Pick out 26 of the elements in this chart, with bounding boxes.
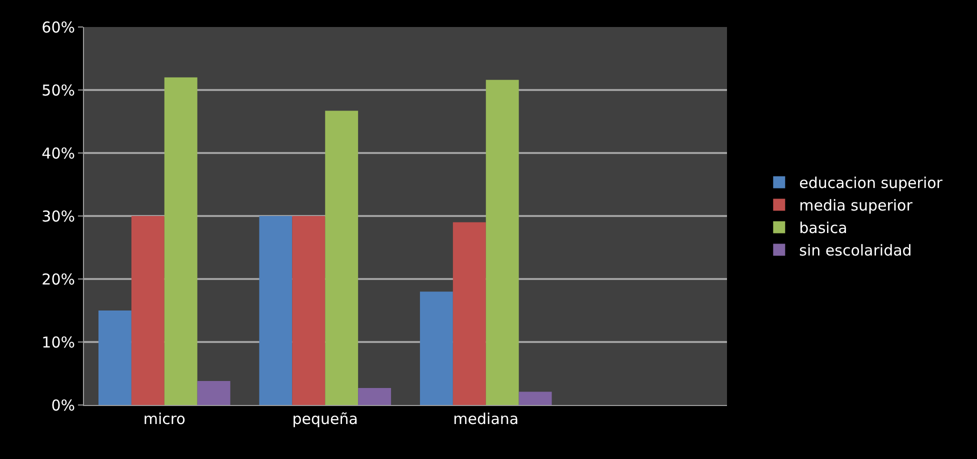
bar <box>452 222 486 405</box>
legend-label: media superior <box>799 196 914 215</box>
y-tick-label: 20% <box>42 270 75 288</box>
bar <box>98 310 132 405</box>
bar <box>420 292 453 405</box>
y-tick-label: 50% <box>42 81 75 100</box>
bar <box>486 80 519 405</box>
bar <box>259 216 292 405</box>
y-tick-label: 0% <box>51 396 75 414</box>
legend-label: sin escolaridad <box>799 242 912 260</box>
y-tick-label: 40% <box>42 144 75 162</box>
legend-label: basica <box>799 219 848 238</box>
bar <box>131 216 164 405</box>
y-tick-label: 60% <box>42 18 75 36</box>
bar <box>164 77 198 405</box>
bar <box>292 216 326 405</box>
y-tick-label: 30% <box>42 207 75 226</box>
bar <box>197 381 230 405</box>
x-tick-label: pequeña <box>292 410 358 428</box>
bar <box>358 388 392 405</box>
x-tick-label: micro <box>143 410 186 428</box>
legend-label: educacion superior <box>799 174 944 192</box>
x-tick-label: mediana <box>453 410 519 428</box>
y-tick-label: 10% <box>42 333 75 352</box>
bar <box>325 110 358 405</box>
bar <box>518 392 552 405</box>
